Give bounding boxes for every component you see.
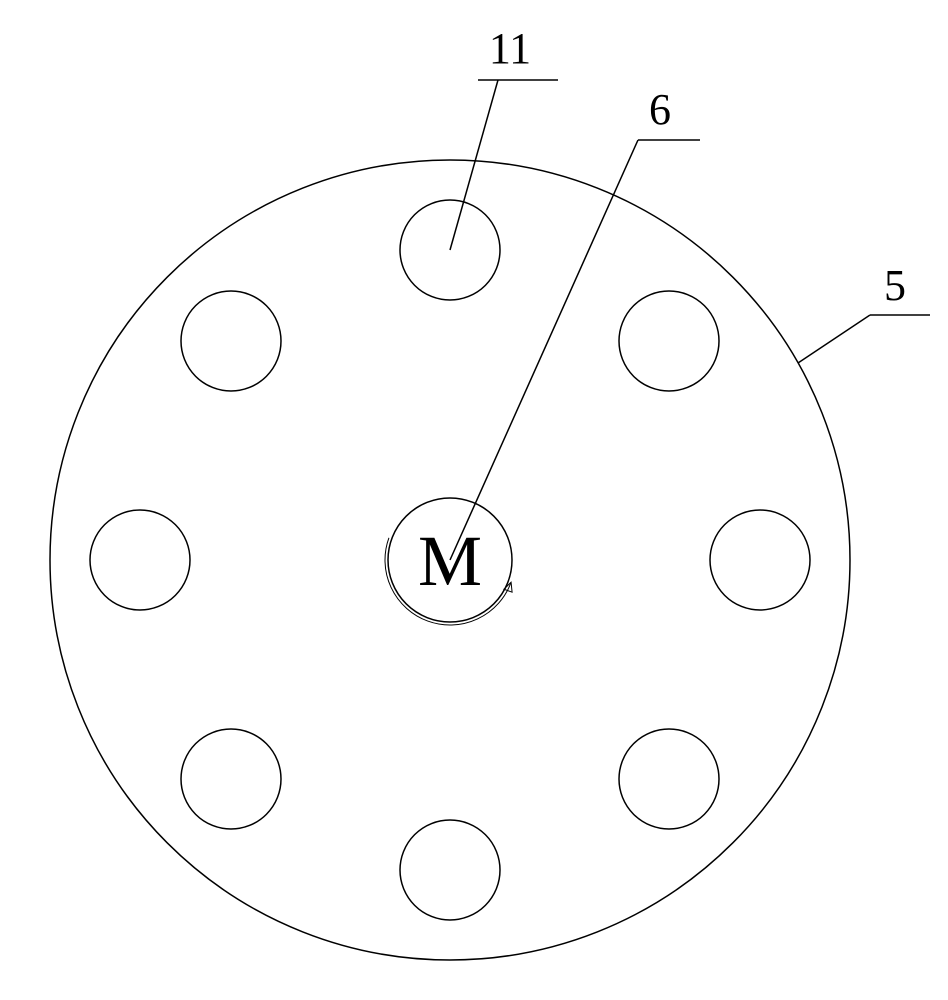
bolt-hole-4 <box>400 820 500 920</box>
callout-leader-5 <box>798 315 870 363</box>
callout-label-6: 6 <box>649 85 671 134</box>
bolt-hole-7 <box>181 291 281 391</box>
bolt-hole-1 <box>619 291 719 391</box>
bolt-hole-5 <box>181 729 281 829</box>
callout-leader-11 <box>450 80 498 250</box>
callout-label-5: 5 <box>884 261 906 310</box>
bolt-hole-2 <box>710 510 810 610</box>
diagram-svg: M 11 6 5 <box>0 0 948 1000</box>
callout-label-11: 11 <box>489 24 531 73</box>
motor-label: M <box>418 521 482 601</box>
mechanical-diagram: M 11 6 5 <box>0 0 948 1000</box>
bolt-hole-6 <box>90 510 190 610</box>
bolt-hole-3 <box>619 729 719 829</box>
callout-leader-6 <box>450 140 638 560</box>
